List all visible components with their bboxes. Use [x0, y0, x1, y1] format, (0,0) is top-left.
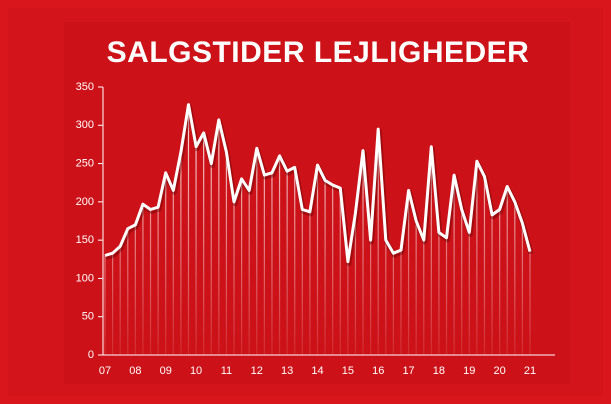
- x-tick-label: 07: [99, 365, 111, 377]
- x-tick-label: 21: [524, 365, 536, 377]
- x-tick-label: 09: [160, 365, 172, 377]
- y-tick-label: 100: [76, 272, 94, 284]
- x-tick-label: 11: [221, 365, 232, 377]
- x-tick-label: 20: [494, 365, 506, 377]
- x-tick-label: 18: [433, 365, 445, 377]
- x-tick-label: 08: [129, 365, 141, 377]
- y-tick-label: 250: [76, 157, 94, 169]
- y-tick-label: 350: [76, 81, 94, 93]
- x-tick-label: 15: [342, 365, 354, 377]
- y-tick-label: 150: [76, 234, 94, 246]
- x-tick-label: 17: [402, 365, 414, 377]
- x-tick-label: 14: [311, 365, 323, 377]
- y-tick-label: 0: [88, 349, 94, 361]
- x-tick-label: 12: [251, 365, 263, 377]
- y-tick-label: 200: [76, 196, 94, 208]
- x-tick-label: 16: [372, 365, 384, 377]
- x-tick-label: 10: [190, 365, 202, 377]
- chart-title: SALGSTIDER LEJLIGHEDER: [107, 36, 530, 69]
- y-tick-label: 300: [76, 119, 94, 131]
- y-tick-label: 50: [82, 311, 94, 323]
- x-tick-label: 13: [281, 365, 293, 377]
- line: [104, 103, 532, 264]
- x-tick-label: 19: [463, 365, 475, 377]
